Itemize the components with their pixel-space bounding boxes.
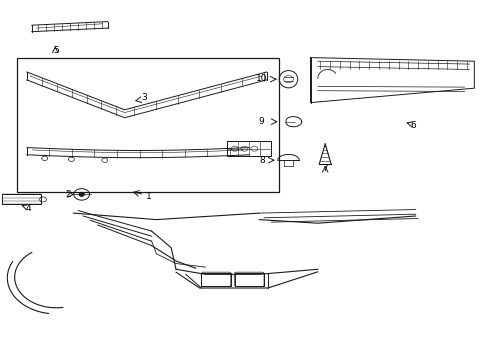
Text: 4: 4	[25, 204, 31, 212]
Bar	[234, 273, 264, 286]
Text: 2: 2	[65, 190, 71, 199]
Bar	[201, 273, 230, 286]
Circle shape	[79, 193, 84, 196]
Text: 8: 8	[259, 156, 264, 165]
Text: 7: 7	[322, 164, 327, 173]
Text: 9: 9	[258, 117, 264, 126]
Text: 3: 3	[141, 94, 147, 103]
Text: 5: 5	[53, 46, 59, 55]
Text: 1: 1	[146, 192, 152, 201]
Text: 6: 6	[409, 121, 415, 130]
Text: 10: 10	[255, 74, 267, 83]
Bar	[227, 141, 271, 156]
Bar	[17, 58, 278, 192]
Bar	[2, 194, 41, 204]
